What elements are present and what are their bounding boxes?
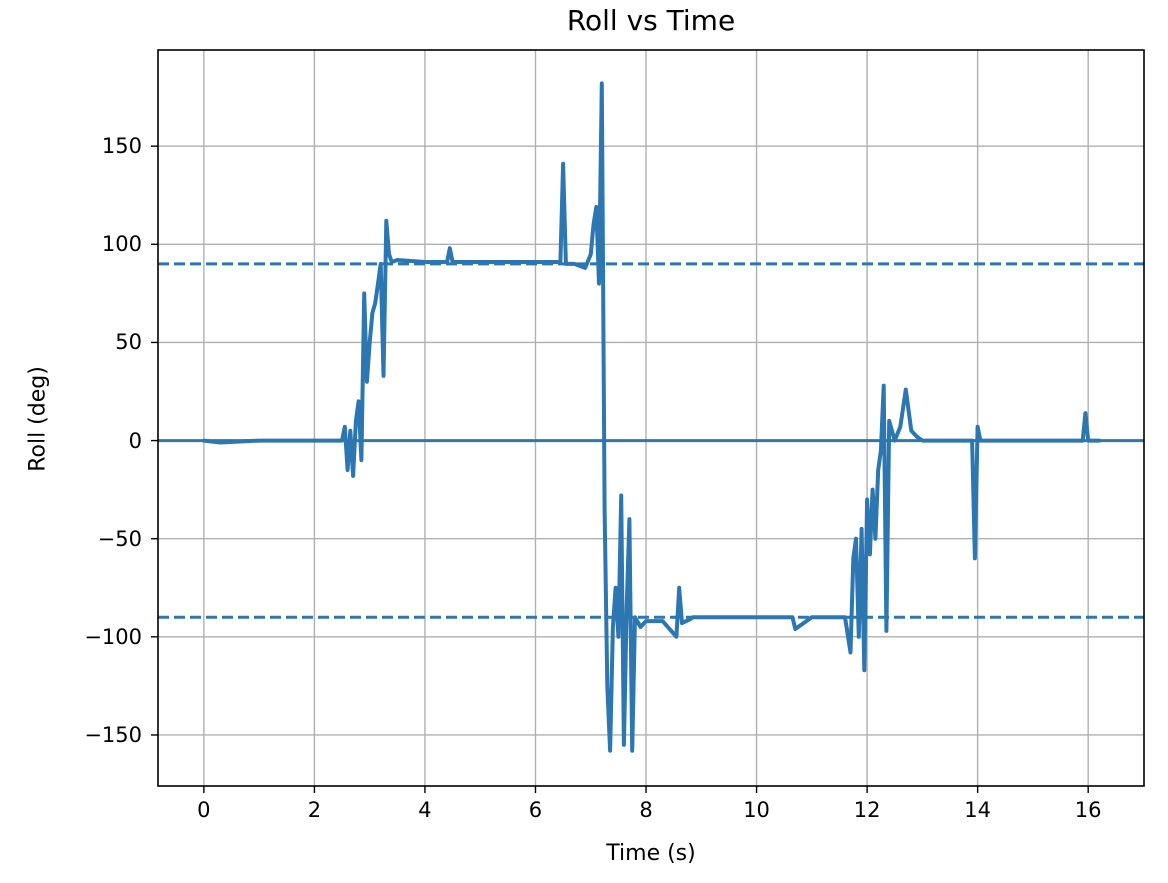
tick-marks: [151, 145, 1089, 793]
x-tick-label: 14: [964, 798, 991, 822]
x-tick-label: 6: [528, 798, 543, 822]
chart-title: Roll vs Time: [566, 4, 736, 37]
y-tick-label: −50: [97, 526, 142, 551]
roll-line: [201, 81, 1102, 753]
x-tick-label: 2: [307, 798, 322, 822]
y-tick-label: 50: [115, 330, 142, 355]
y-tick-label: 0: [128, 428, 142, 453]
x-tick-label: 16: [1074, 798, 1102, 822]
grid-lines: [158, 50, 1144, 786]
x-axis-label: Time (s): [606, 841, 696, 866]
x-tick-label: 12: [853, 798, 881, 822]
y-tick-label: 100: [101, 232, 142, 257]
y-axis-label: Roll (deg): [25, 366, 51, 472]
roll-series: [201, 81, 1102, 753]
y-tick-label: −150: [84, 722, 142, 747]
x-tick-label: 10: [743, 798, 770, 822]
x-tick-label: 4: [418, 798, 432, 822]
y-tick-label: −100: [84, 624, 142, 649]
x-tick-label: 0: [197, 798, 211, 822]
y-tick-label: 150: [101, 134, 142, 159]
x-tick-label: 8: [639, 798, 653, 822]
plot-frame: [157, 49, 1145, 787]
